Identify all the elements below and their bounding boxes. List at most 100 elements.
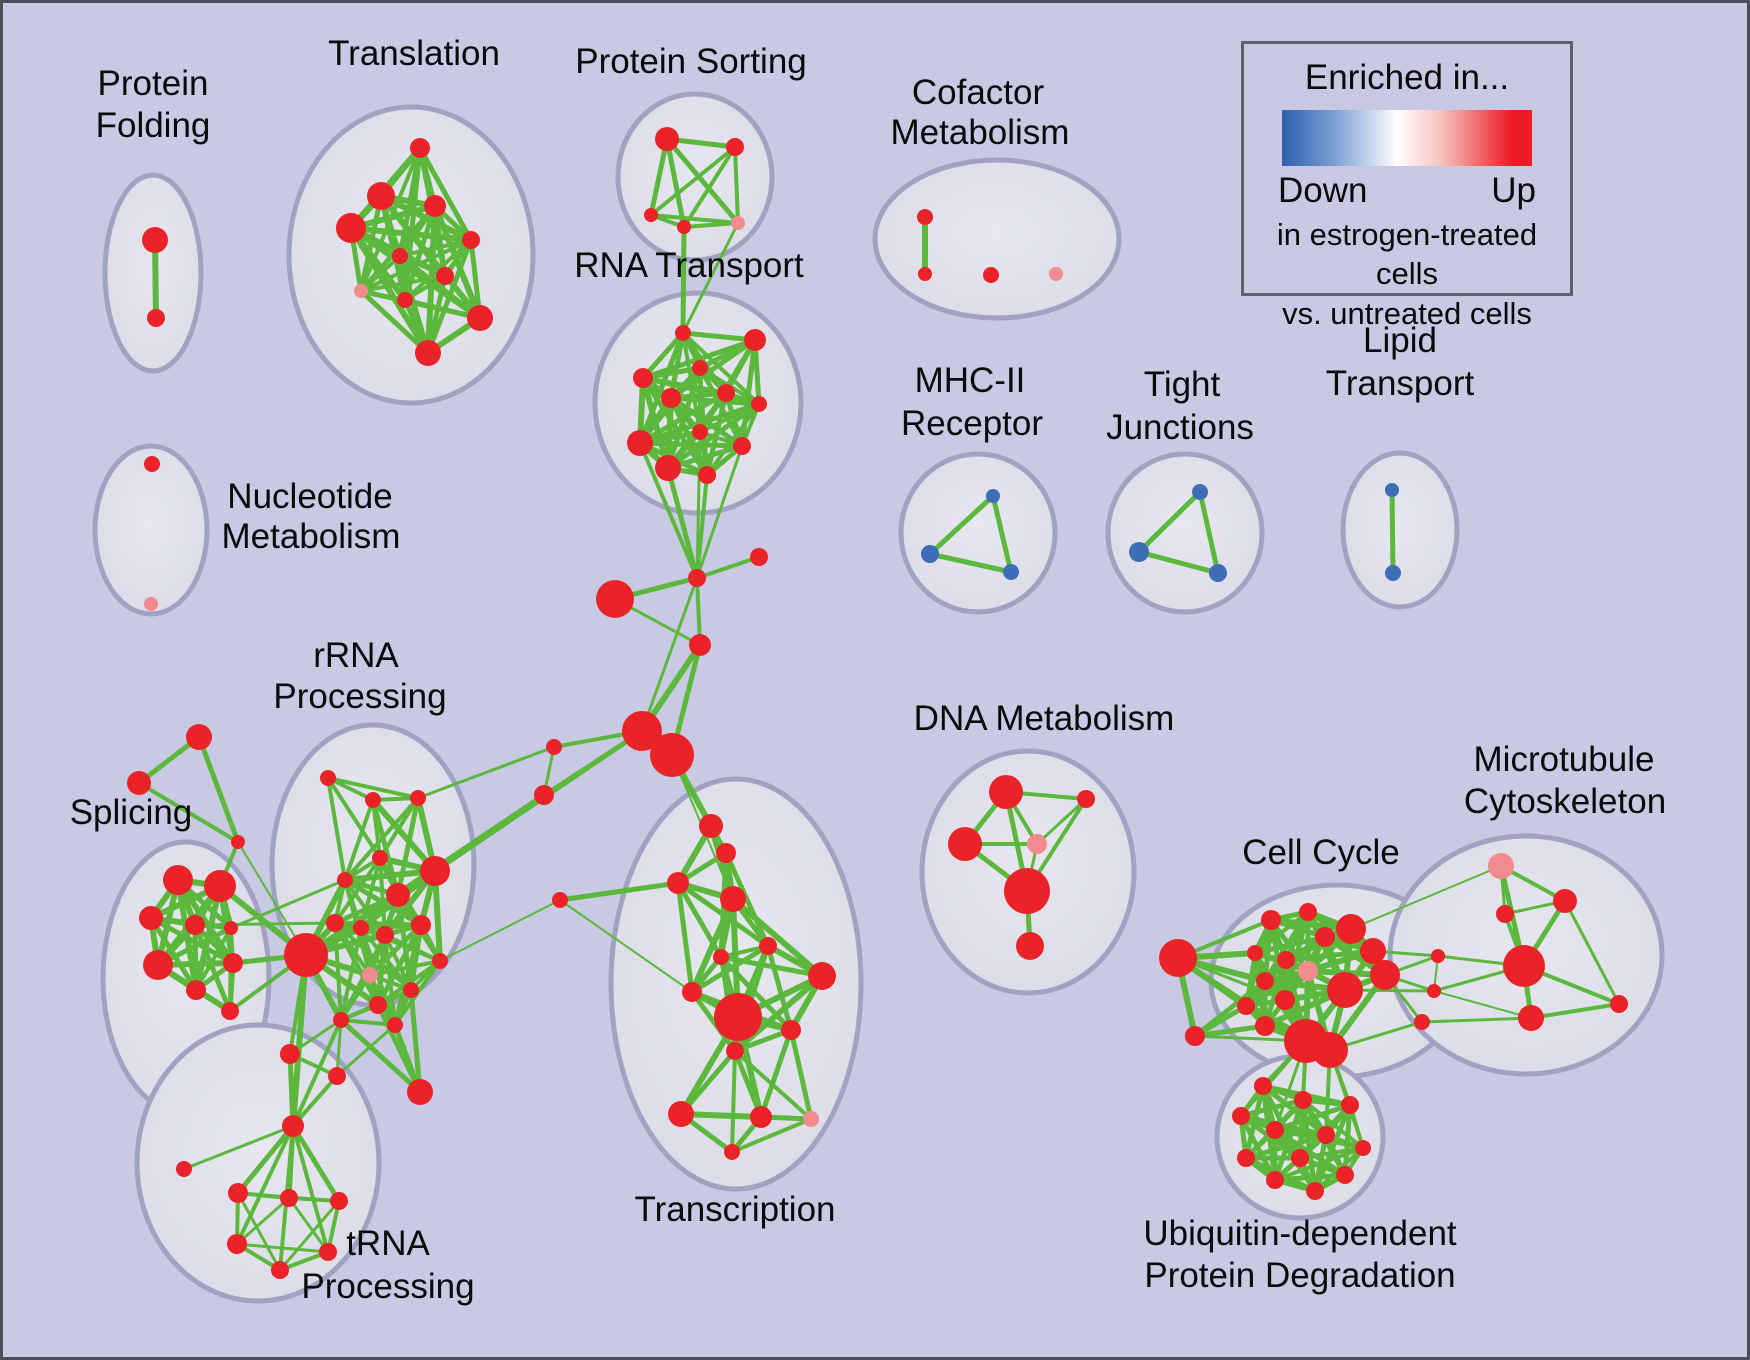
cluster-label-translation: Translation [328, 34, 500, 73]
cluster-label-rrna-processing-line1: rRNA [313, 636, 399, 675]
cluster-label-mhc-ii-receptor-line2: Receptor [901, 404, 1043, 443]
gene-set-node [1298, 961, 1318, 981]
edge [640, 337, 758, 381]
edge [1433, 990, 1532, 1019]
gene-set-node [319, 1243, 337, 1261]
gene-set-node [163, 865, 193, 895]
cluster-ellipse-cofactor-metabolism [872, 157, 1122, 321]
edge [1136, 489, 1203, 555]
edge [695, 444, 744, 580]
edge [192, 922, 199, 993]
edge [287, 1196, 330, 1254]
gene-set-node [223, 953, 243, 973]
gene-set-node [326, 914, 344, 932]
edge [695, 473, 709, 580]
gene-set-node [282, 1115, 304, 1137]
cluster-label-ubiquitin-degradation-line2: Protein Degradation [1144, 1256, 1455, 1295]
gene-set-node [362, 967, 378, 983]
gene-set-node [1488, 853, 1514, 879]
gene-set-node [367, 182, 395, 210]
gene-set-node [1277, 951, 1295, 969]
edge [359, 274, 447, 293]
edge [291, 1124, 330, 1254]
edge [359, 254, 402, 293]
gene-set-node [726, 1042, 744, 1060]
gene-set-node [320, 770, 336, 786]
edge [718, 954, 794, 1033]
gene-set-node [717, 384, 735, 402]
gene-set-node [424, 195, 446, 217]
gene-set-node [808, 962, 836, 990]
cluster-label-rrna-processing-line2: Processing [273, 677, 446, 716]
edge [397, 253, 483, 321]
gene-set-node [1385, 483, 1399, 497]
edge [368, 959, 442, 977]
edge [339, 1018, 397, 1027]
edge [235, 1124, 295, 1246]
cluster-ellipse-mhc-ii-receptor [898, 451, 1058, 615]
gene-set-node [744, 329, 766, 351]
legend-color-gradient [1282, 110, 1532, 166]
edge [1035, 797, 1088, 846]
gene-set-node [726, 138, 744, 156]
gene-set-node [411, 915, 431, 935]
gene-set-node [918, 267, 932, 281]
gene-set-node [1427, 984, 1441, 998]
cluster-label-protein-folding-line1: Protein [98, 64, 209, 103]
edge [339, 973, 372, 1022]
gene-set-node [1327, 972, 1363, 1008]
edge [990, 493, 1014, 575]
cluster-label-protein-folding-line2: Folding [96, 106, 211, 145]
gene-set-node [328, 1067, 346, 1085]
edge [235, 1242, 330, 1254]
gene-set-node [948, 827, 982, 861]
gene-set-node [751, 396, 767, 412]
gene-set-node [1261, 910, 1281, 930]
gene-set-node [142, 227, 168, 253]
gene-set-node [668, 1101, 694, 1127]
gene-set-node [280, 1044, 300, 1064]
edge [137, 781, 240, 844]
gene-set-node [1266, 1121, 1284, 1139]
edge [1272, 1127, 1348, 1178]
legend-title: Enriched in... [1304, 58, 1510, 97]
edge [348, 225, 431, 356]
gene-set-node [655, 455, 681, 481]
gene-set-node [1341, 1096, 1359, 1114]
gene-set-node [436, 267, 454, 285]
gene-set-node [1503, 945, 1545, 987]
gene-set-node [552, 892, 568, 908]
gene-set-node [336, 213, 366, 243]
edge [649, 213, 740, 225]
gene-set-node [1518, 1005, 1544, 1031]
cluster-label-cofactor-metabolism-line2: Metabolism [891, 113, 1070, 152]
edge [291, 1018, 343, 1128]
edge [236, 1191, 282, 1272]
edge [689, 896, 736, 995]
gene-set-node [143, 950, 173, 980]
gene-set-node [415, 340, 441, 366]
edge [648, 136, 670, 218]
edge [425, 273, 448, 356]
gene-set-node [720, 886, 746, 912]
gene-set-node [716, 843, 736, 863]
edge [1193, 1024, 1267, 1038]
gene-set-node [1414, 1014, 1430, 1030]
edge [326, 776, 420, 800]
cluster-label-tight-junctions-line1: Tight [1144, 365, 1221, 404]
edge [416, 745, 556, 800]
edge [403, 238, 473, 302]
gene-set-node [1385, 565, 1401, 581]
edge [335, 1023, 397, 1078]
edge [689, 989, 738, 1054]
gene-set-node [365, 792, 381, 808]
gene-set-node [376, 926, 394, 944]
gene-set-node [186, 724, 212, 750]
edge [370, 797, 438, 874]
gene-set-node [227, 1234, 247, 1254]
gene-set-node [546, 739, 562, 755]
gene-set-node [1294, 1091, 1312, 1109]
edge [348, 225, 474, 243]
cluster-ellipse-lipid-transport [1340, 450, 1460, 610]
